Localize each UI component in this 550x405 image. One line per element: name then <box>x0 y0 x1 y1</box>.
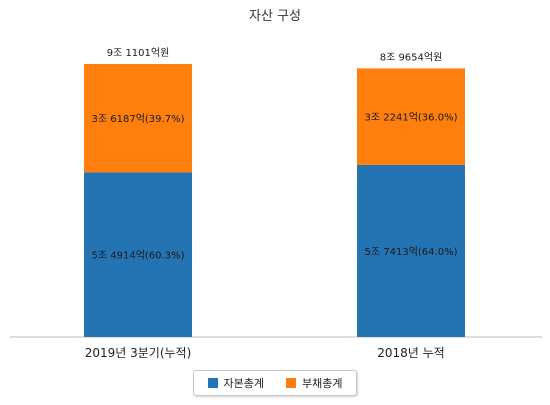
legend-label-liabilities: 부채총계 <box>302 377 343 390</box>
legend-swatch-equity <box>207 378 218 388</box>
data-label-liabilities-0: 3조 6187억(39.7%) <box>92 113 185 125</box>
legend: 자본총계 부채총계 <box>193 370 357 396</box>
bars-layer <box>84 64 465 337</box>
category-label-1: 2018년 누적 <box>377 346 444 360</box>
data-label-equity-0: 5조 4914억(60.3%) <box>92 250 185 262</box>
legend-swatch-liabilities <box>286 378 296 388</box>
category-label-0: 2019년 3분기(누적) <box>85 346 192 360</box>
total-label-1: 8조 9654억원 <box>380 51 443 63</box>
total-label-0: 9조 1101억원 <box>107 47 170 59</box>
data-label-equity-1: 5조 7413억(64.0%) <box>365 246 458 258</box>
legend-item-equity[interactable]: 자본총계 <box>207 375 264 391</box>
legend-label-equity: 자본총계 <box>223 377 264 390</box>
bar-segment-equity-1[interactable] <box>357 164 465 337</box>
bar-segment-liabilities-0[interactable] <box>84 64 192 173</box>
labels-layer: 5조 4914억(60.3%) 3조 6187억(39.7%) 9조 1101억원 2… <box>85 47 458 360</box>
legend-item-liabilities[interactable]: 부채총계 <box>286 375 342 391</box>
bar-segment-equity-0[interactable] <box>84 172 192 337</box>
bar-segment-liabilities-1[interactable] <box>357 68 465 165</box>
data-label-liabilities-1: 3조 2241억(36.0%) <box>365 112 458 124</box>
chart-title: 자산 구성 <box>249 9 301 24</box>
